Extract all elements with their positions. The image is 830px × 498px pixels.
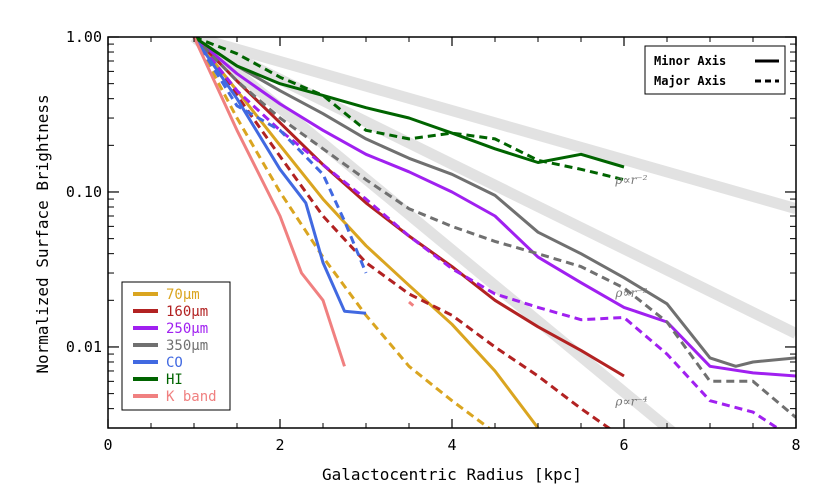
reference-label: ρ∝r⁻³ <box>614 286 647 300</box>
x-tick-label: 2 <box>275 436 284 454</box>
legend-label: 160μm <box>166 304 208 320</box>
series-line-hi-minor <box>193 37 625 169</box>
legend-label: CO <box>166 355 183 371</box>
x-tick-label: 6 <box>619 436 628 454</box>
series-line-co-major <box>192 37 368 274</box>
axis-ticks: 0 2 4 6 8 1.00 0.10 0.01 <box>66 28 801 454</box>
y-tick-label: 0.10 <box>66 183 102 201</box>
series-line-70-m-major <box>192 37 492 428</box>
legend-label: 350μm <box>166 338 208 354</box>
x-axis-label: Galactocentric Radius [kpc] <box>322 465 582 484</box>
y-tick-label: 1.00 <box>66 28 102 46</box>
style-legend-label-minor: Minor Axis <box>654 54 726 68</box>
y-tick-label: 0.01 <box>66 338 102 356</box>
reference-label: ρ∝r⁻⁴ <box>614 394 647 408</box>
reference-line-2 <box>192 37 796 214</box>
style-legend-label-major: Major Axis <box>654 74 726 88</box>
series-line-250-m-minor <box>193 37 796 378</box>
reference-labels: ρ∝r⁻² ρ∝r⁻³ ρ∝r⁻⁴ <box>614 173 647 409</box>
reference-label: ρ∝r⁻² <box>614 173 647 187</box>
series-line-70-m-minor <box>192 37 540 428</box>
x-tick-label: 4 <box>447 436 456 454</box>
legend-label: 250μm <box>166 321 208 337</box>
series-line-hi-major <box>193 37 625 182</box>
style-legend: Minor Axis Major Axis <box>644 45 786 95</box>
y-axis-label: Normalized Surface Brightness <box>33 94 52 373</box>
data-series <box>192 37 796 428</box>
series-line-350-m-major <box>192 37 796 419</box>
series-line-k-band-major <box>408 300 415 307</box>
series-line-160-m-major <box>192 37 612 428</box>
legend-label: 70μm <box>166 287 200 303</box>
reference-line-4 <box>190 37 677 428</box>
series-line-160-m-minor <box>192 37 625 378</box>
series-line-350-m-minor <box>193 37 796 368</box>
x-tick-label: 0 <box>103 436 112 454</box>
x-tick-label: 8 <box>791 436 800 454</box>
legend-label: K band <box>166 389 217 405</box>
series-line-250-m-major <box>192 37 780 428</box>
legend-label: HI <box>166 372 183 388</box>
series-line-k-band-minor <box>192 37 346 367</box>
series-line-co-minor <box>192 37 367 315</box>
